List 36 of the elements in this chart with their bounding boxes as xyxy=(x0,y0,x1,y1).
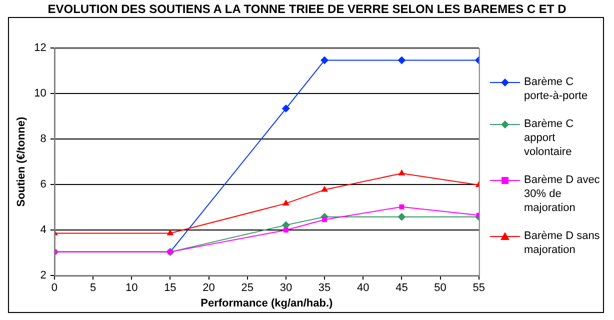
x-tick-label: 15 xyxy=(164,282,176,294)
x-tick-label: 25 xyxy=(241,282,254,294)
x-tick-label: 45 xyxy=(396,282,408,294)
point xyxy=(399,204,404,210)
x-tick-label: 20 xyxy=(202,282,215,294)
point xyxy=(398,56,406,64)
legend-label: Barème D sans majoration xyxy=(524,229,601,257)
legend-label: Barème C apport volontaire xyxy=(524,117,575,159)
y-tick-label: 2 xyxy=(40,270,46,282)
point xyxy=(166,229,174,236)
point xyxy=(398,212,406,221)
y-tick-label: 6 xyxy=(40,178,46,191)
y-tick-label: 12 xyxy=(34,42,46,54)
x-axis-title: Performance (kg/an/hab.) xyxy=(200,297,334,310)
x-tick-label: 5 xyxy=(90,282,96,294)
x-tick-label: 10 xyxy=(125,282,138,294)
point xyxy=(282,104,290,113)
x-tick-label: 30 xyxy=(280,282,292,294)
y-axis-title: Soutien (€/tonne) xyxy=(16,116,28,207)
x-tick-label: 35 xyxy=(318,282,331,294)
point xyxy=(321,186,328,192)
chart-title: EVOLUTION DES SOUTIENS A LA TONNE TRIEE DE VERRE SELON LES BAREMES C ET D xyxy=(46,2,568,16)
x-tick-label: 55 xyxy=(472,282,486,294)
point xyxy=(398,169,406,176)
y-tick-label: 4 xyxy=(40,224,46,236)
x-tick-label: 50 xyxy=(434,282,446,294)
point xyxy=(320,56,329,64)
y-tick-label: 10 xyxy=(34,88,46,100)
y-tick-label: 8 xyxy=(40,133,46,146)
point xyxy=(322,217,328,222)
legend-label: Barème D avec 30% de majoration xyxy=(524,173,601,215)
x-tick-label: 40 xyxy=(357,282,370,294)
x-tick-label: 0 xyxy=(51,282,58,294)
legend-label: Barème C porte-à-porte xyxy=(524,75,589,103)
point xyxy=(282,199,290,206)
point xyxy=(283,228,288,233)
